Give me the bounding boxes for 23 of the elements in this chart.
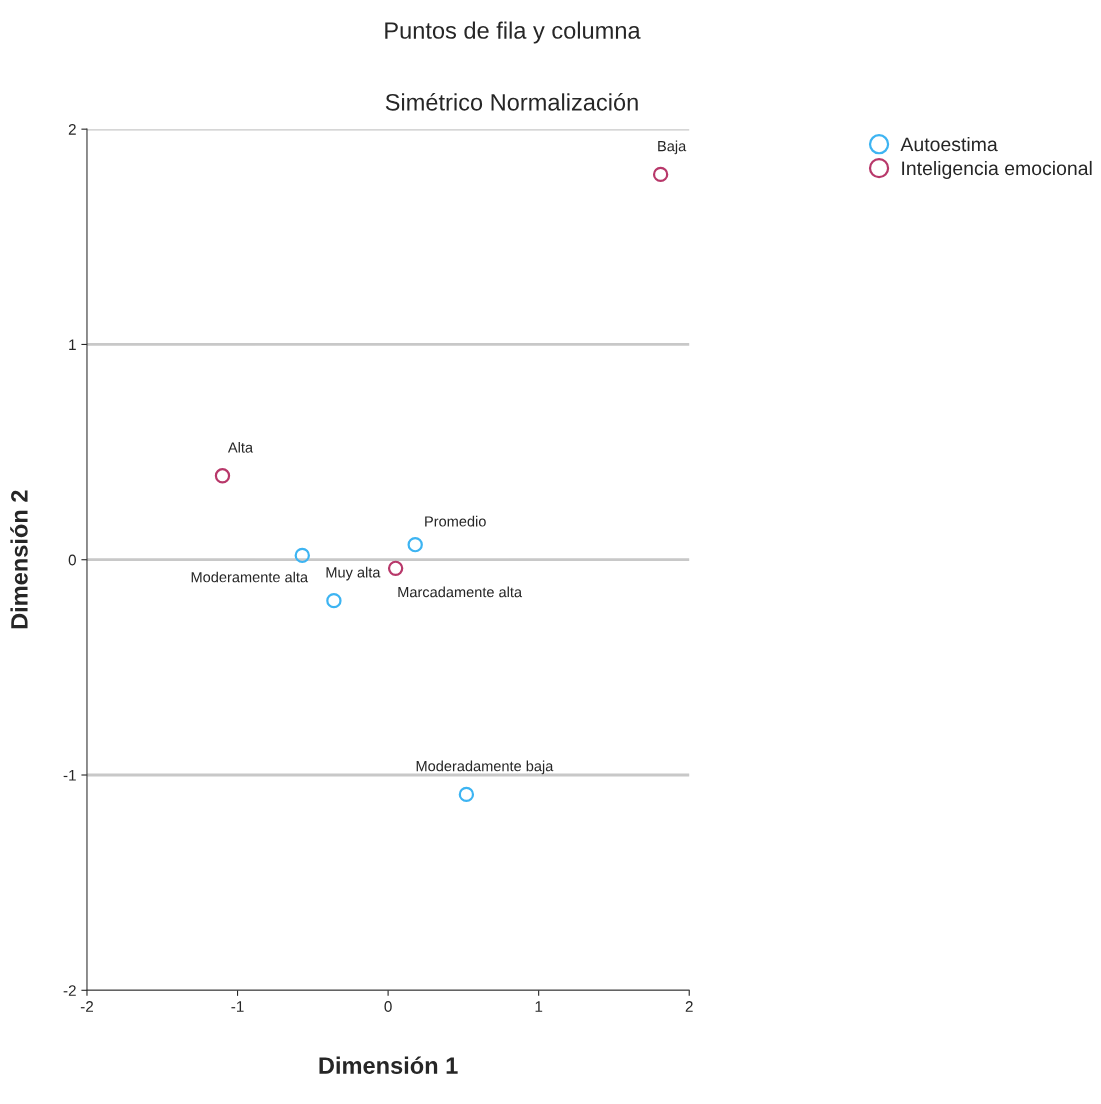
x-tick-label: 1 xyxy=(535,1001,543,1012)
annotation: Alta xyxy=(227,441,254,453)
x-tick-label: -1 xyxy=(231,1001,244,1012)
chart-title: Puntos de fila y columna xyxy=(385,21,641,44)
legend-label: Autoestima xyxy=(900,136,998,152)
y-tick-label: -2 xyxy=(63,985,76,996)
annotation: Marcadamente alta xyxy=(398,586,523,598)
legend-label: Inteligencia emocional xyxy=(902,160,1092,180)
annotation: Muy alta xyxy=(326,566,381,581)
x-tick-label: 0 xyxy=(384,1001,392,1012)
y-axis-title: Dimensión 2 xyxy=(10,490,28,629)
annotation: Baja xyxy=(658,140,687,155)
x-tick-label: -2 xyxy=(80,1001,93,1012)
y-tick-label: 0 xyxy=(68,554,76,566)
y-tick-label: 2 xyxy=(68,124,76,135)
chart-subtitle: Simétrico Normalización xyxy=(385,93,638,111)
y-tick-label: 1 xyxy=(69,339,76,350)
annotation: Promedio xyxy=(425,515,486,527)
annotation: Moderadamente baja xyxy=(416,760,554,775)
x-axis-title: Dimensión 1 xyxy=(319,1056,458,1074)
x-tick-label: 2 xyxy=(685,1001,693,1012)
annotation: Moderamente alta xyxy=(191,571,309,583)
y-tick-label: -1 xyxy=(63,770,76,781)
